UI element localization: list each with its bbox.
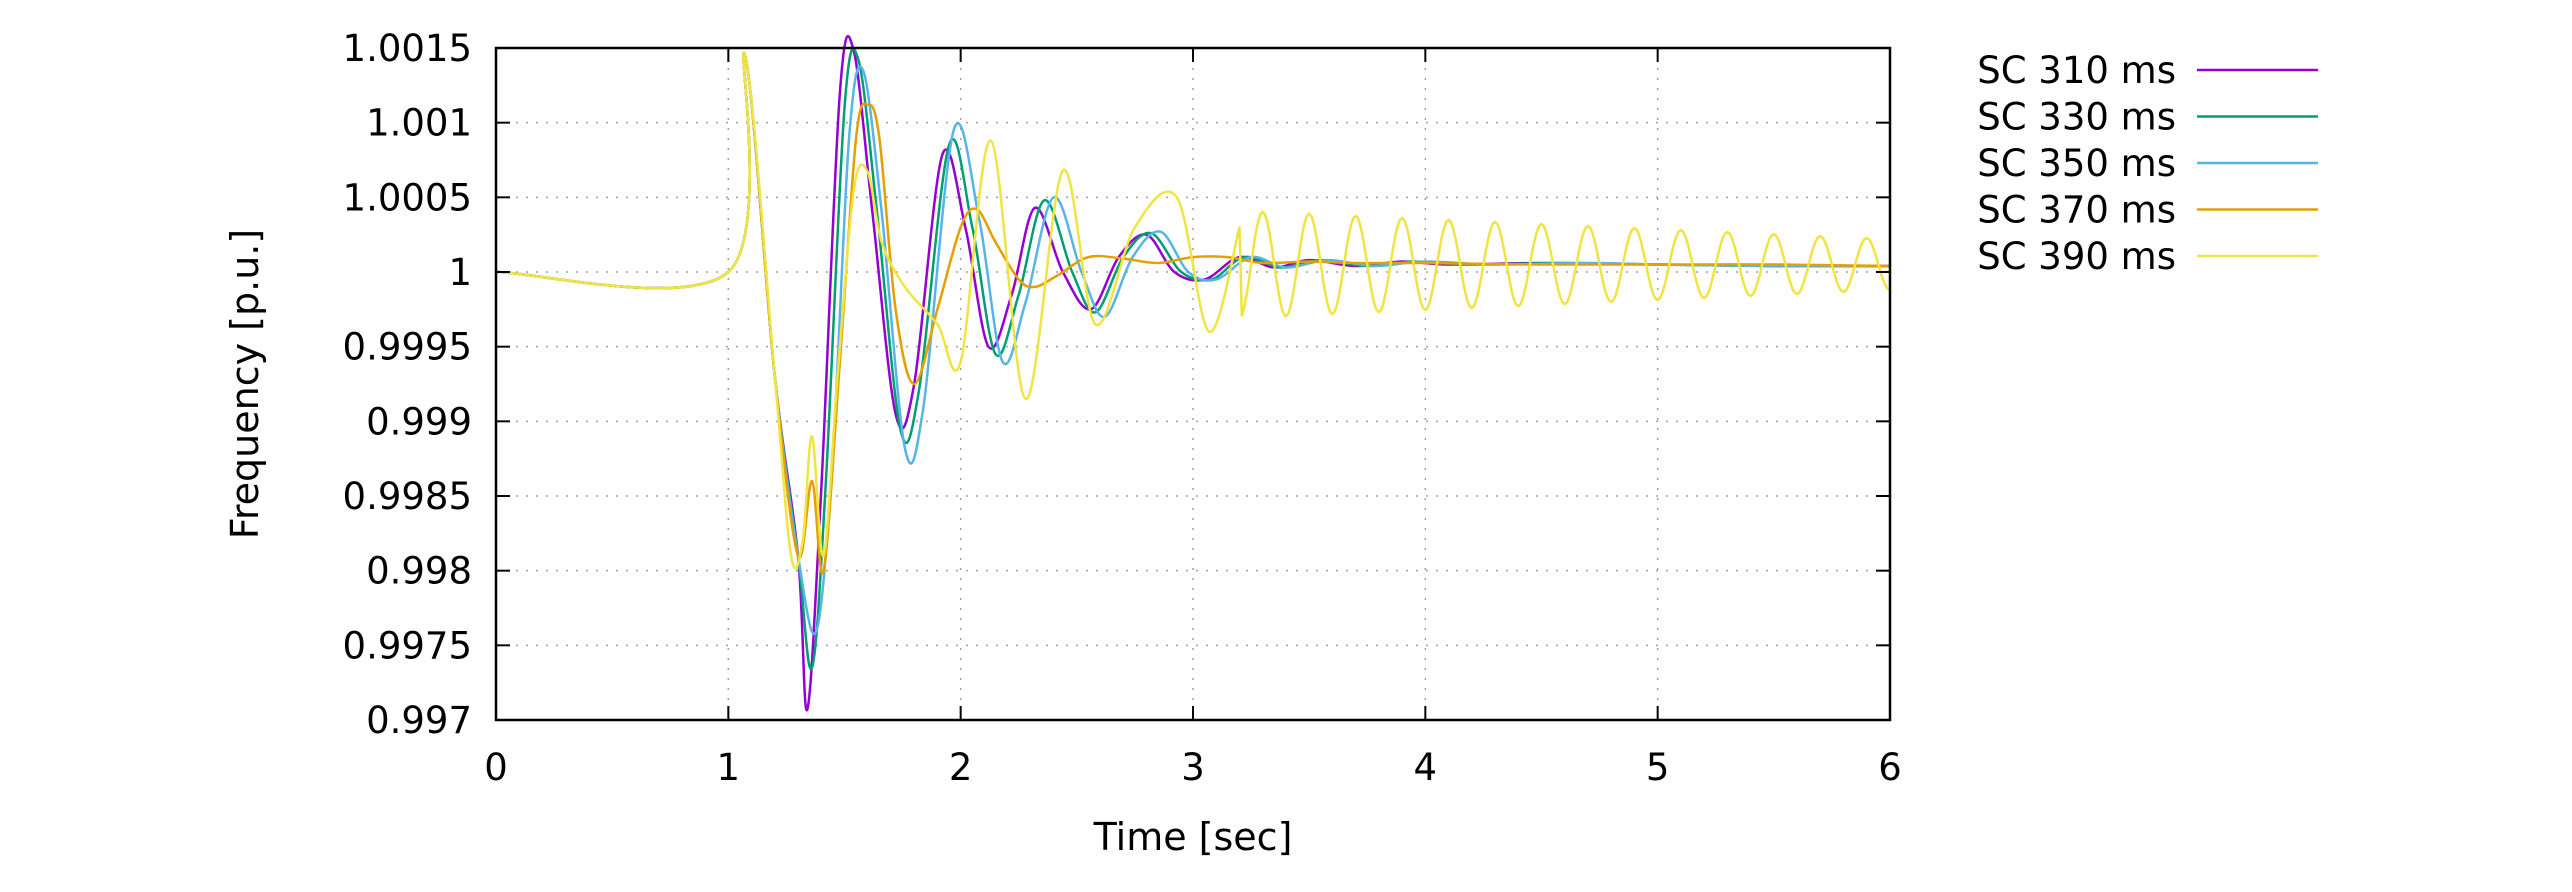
x-tick-label: 6 — [1878, 746, 1902, 789]
y-tick-label: 1.0015 — [343, 27, 472, 70]
legend-label-sc-310-ms: SC 310 ms — [1977, 49, 2176, 92]
y-tick-label: 0.999 — [366, 400, 472, 443]
legend-label-sc-370-ms: SC 370 ms — [1977, 189, 2176, 232]
y-tick-label: 0.9995 — [343, 326, 472, 369]
y-tick-label: 1.0005 — [343, 176, 472, 219]
y-tick-label: 0.9975 — [343, 624, 472, 667]
x-tick-label: 3 — [1181, 746, 1205, 789]
legend-label-sc-330-ms: SC 330 ms — [1977, 96, 2176, 139]
x-axis-title: Time [sec] — [1093, 815, 1293, 859]
series-line-sc-350-ms — [495, 51, 1891, 635]
y-tick-label: 0.998 — [366, 550, 472, 593]
x-tick-label: 0 — [484, 746, 508, 789]
x-tick-label: 2 — [949, 746, 973, 789]
y-tick-label: 0.997 — [366, 699, 472, 742]
y-tick-label: 0.9985 — [343, 475, 472, 518]
series-lines — [495, 35, 1891, 712]
x-tick-label: 1 — [717, 746, 741, 789]
y-axis-title: Frequency [p.u.] — [223, 229, 267, 539]
x-tick-label: 5 — [1646, 746, 1670, 789]
tick-labels: 0 1 2 3 4 5 6 0.997 0.9975 0.998 0.9985 0.999 0.9995… — [343, 27, 1902, 789]
legend-label-sc-390-ms: SC 390 ms — [1977, 235, 2176, 278]
x-tick-label: 4 — [1414, 746, 1438, 789]
series-line-sc-370-ms — [495, 51, 1891, 575]
axis-ticks — [495, 47, 1891, 721]
grid — [496, 48, 1890, 720]
y-tick-label: 1 — [448, 251, 472, 294]
series-line-sc-390-ms — [495, 51, 1891, 570]
y-tick-label: 1.001 — [366, 102, 472, 145]
legend-label-sc-350-ms: SC 350 ms — [1977, 142, 2176, 185]
